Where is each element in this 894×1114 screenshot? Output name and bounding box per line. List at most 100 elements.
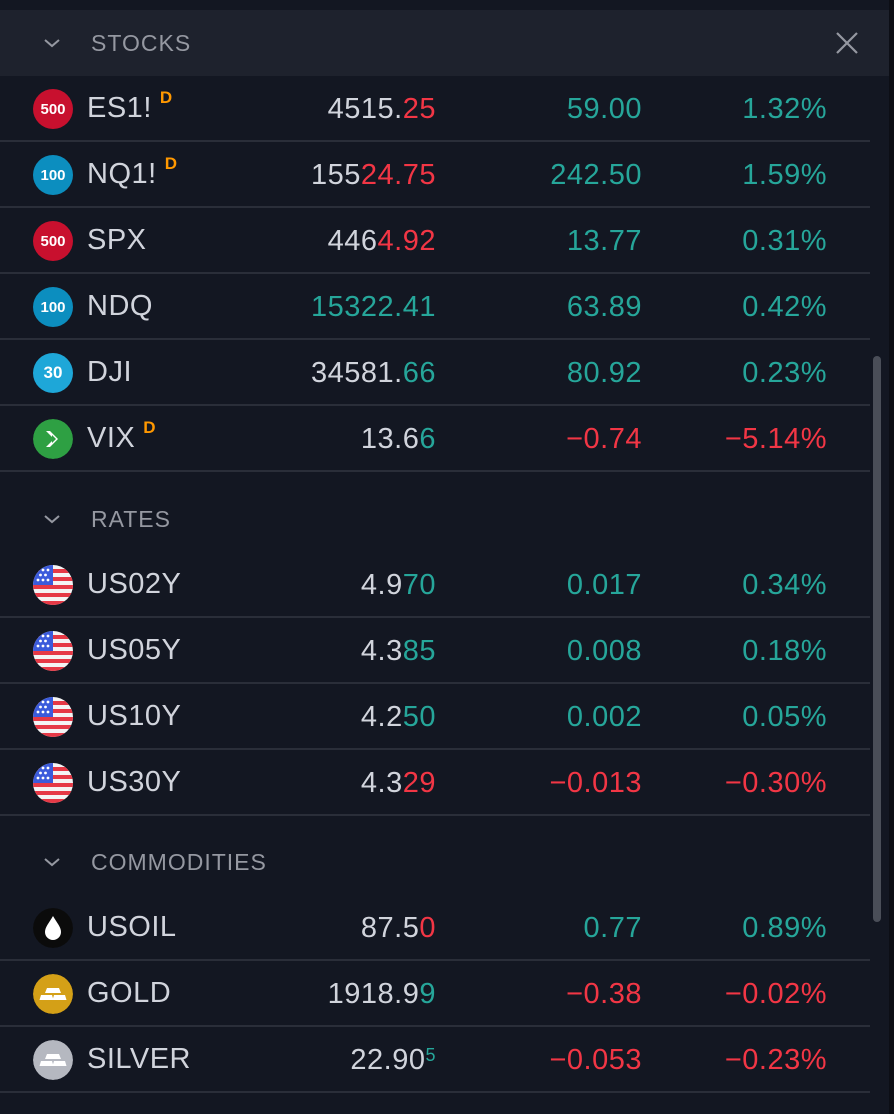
watchlist-row[interactable]: US10Y 4.250 0.002 0.05%: [0, 684, 870, 750]
delayed-data-badge[interactable]: D: [143, 418, 157, 437]
change-percent: 1.59%: [742, 159, 827, 191]
change-percent: 0.42%: [742, 291, 827, 323]
chevron-down-icon[interactable]: [42, 509, 62, 529]
symbol-name[interactable]: NQ1! D: [87, 154, 177, 191]
watchlist-row[interactable]: VIX D 13.66 −0.74 −5.14%: [0, 406, 870, 472]
change-value: 242.50: [550, 159, 642, 191]
symbol-text: USOIL: [87, 911, 177, 943]
watchlist-row[interactable]: 100 NQ1! D 15524.75 242.50 1.59%: [0, 142, 870, 208]
symbol-name[interactable]: US30Y: [87, 766, 181, 799]
watchlist-row[interactable]: 100 NDQ 15322.41 63.89 0.42%: [0, 274, 870, 340]
section-title: RATES: [91, 505, 171, 532]
last-price-change-digits: 29: [402, 767, 436, 799]
symbol-name[interactable]: USOIL: [87, 911, 177, 944]
last-price: 34581.66: [216, 357, 436, 390]
section-title: STOCKS: [91, 29, 192, 56]
symbol-text: SPX: [87, 224, 147, 256]
last-price-main: 4.3: [360, 767, 403, 799]
symbol-name[interactable]: ES1! D: [87, 88, 173, 125]
symbol-text: US05Y: [87, 634, 182, 666]
last-price: 15524.75: [216, 159, 436, 192]
symbol-name[interactable]: US10Y: [87, 700, 181, 733]
change-value: −0.053: [549, 1044, 642, 1076]
last-price: 4515.25: [216, 93, 436, 126]
dow30-icon: 30: [33, 353, 73, 393]
gold-bars-icon: [33, 974, 73, 1014]
last-price-fractional-digit: 5: [425, 1045, 436, 1065]
symbol-name[interactable]: US02Y: [87, 568, 181, 601]
symbol-name[interactable]: NDQ: [87, 290, 153, 323]
watchlist-row[interactable]: US02Y 4.970 0.017 0.34%: [0, 552, 870, 618]
change-value: −0.74: [566, 423, 642, 455]
last-price-change-digits: 0: [419, 912, 436, 944]
chevron-down-icon[interactable]: [42, 852, 62, 872]
delayed-data-badge[interactable]: D: [159, 88, 173, 107]
symbol-text: SILVER: [87, 1043, 192, 1075]
symbol-name[interactable]: US05Y: [87, 634, 181, 667]
change-percent: 1.32%: [742, 93, 827, 125]
symbol-text: US10Y: [87, 700, 182, 732]
symbol-name[interactable]: SPX: [87, 224, 147, 257]
last-price-change-digits: 6: [419, 423, 436, 455]
last-price-change-digits: 70: [402, 569, 436, 601]
change-value: 0.017: [566, 569, 642, 601]
last-price: 1918.99: [216, 978, 436, 1011]
change-percent: 0.89%: [742, 912, 827, 944]
last-price: 4.250: [216, 701, 436, 734]
watchlist-row[interactable]: US30Y 4.329 −0.013 −0.30%: [0, 750, 870, 816]
section-header-stocks[interactable]: STOCKS: [0, 10, 889, 76]
change-percent: −0.02%: [724, 978, 827, 1010]
last-price-main: 4.9: [360, 569, 403, 601]
sp500-icon: 500: [33, 221, 73, 261]
last-price-main: 87.5: [360, 912, 420, 944]
nasdaq100-icon: 100: [33, 155, 73, 195]
symbol-text: US02Y: [87, 568, 182, 600]
top-strip: [0, 0, 894, 10]
watchlist-row[interactable]: US05Y 4.385 0.008 0.18%: [0, 618, 870, 684]
change-percent: 0.31%: [742, 225, 827, 257]
change-percent: 0.18%: [742, 635, 827, 667]
last-price-change-digits: 66: [402, 357, 436, 389]
change-percent: 0.34%: [742, 569, 827, 601]
section-title: COMMODITIES: [91, 848, 267, 875]
last-price: 4.329: [216, 767, 436, 800]
change-percent: 0.23%: [742, 357, 827, 389]
watchlist-row[interactable]: 500 ES1! D 4515.25 59.00 1.32%: [0, 76, 870, 142]
symbol-name[interactable]: GOLD: [87, 977, 171, 1010]
symbol-name[interactable]: DJI: [87, 356, 132, 389]
watchlist-row[interactable]: USOIL 87.50 0.77 0.89%: [0, 895, 870, 961]
change-percent: −0.23%: [724, 1044, 827, 1076]
symbol-name[interactable]: SILVER: [87, 1043, 191, 1076]
section-header-rates[interactable]: RATES: [0, 486, 889, 552]
last-price: 87.50: [216, 912, 436, 945]
change-value: 0.008: [566, 635, 642, 667]
change-value: 0.77: [583, 912, 642, 944]
close-icon[interactable]: [833, 29, 861, 57]
last-price: 4464.92: [216, 225, 436, 258]
last-price-change-digits: 24.75: [360, 159, 436, 191]
watchlist-row[interactable]: GOLD 1918.99 −0.38 −0.02%: [0, 961, 870, 1027]
section-header-commodities[interactable]: COMMODITIES: [0, 829, 889, 895]
scrollbar[interactable]: [873, 356, 881, 922]
watchlist-row[interactable]: 500 SPX 4464.92 13.77 0.31%: [0, 208, 870, 274]
us-flag-icon: [33, 763, 73, 803]
change-percent: 0.05%: [742, 701, 827, 733]
last-price: 13.66: [216, 423, 436, 456]
change-value: 63.89: [566, 291, 642, 323]
symbol-text: GOLD: [87, 977, 172, 1009]
last-price-change-digits: 85: [402, 635, 436, 667]
change-percent: −0.30%: [724, 767, 827, 799]
symbol-text: VIX: [87, 422, 136, 454]
symbol-name[interactable]: VIX D: [87, 418, 156, 455]
chevron-down-icon[interactable]: [42, 33, 62, 53]
sp500-icon: 500: [33, 89, 73, 129]
last-price-main: 34581.: [311, 357, 403, 389]
delayed-data-badge[interactable]: D: [164, 154, 178, 173]
last-price: 15322.41: [216, 291, 436, 324]
watchlist-row[interactable]: 30 DJI 34581.66 80.92 0.23%: [0, 340, 870, 406]
symbol-text: US30Y: [87, 766, 182, 798]
last-price-main: 4.2: [360, 701, 403, 733]
last-price-main: 22.90: [350, 1044, 426, 1076]
vix-icon: [33, 419, 73, 459]
watchlist-row[interactable]: SILVER 22.905 −0.053 −0.23%: [0, 1027, 870, 1093]
